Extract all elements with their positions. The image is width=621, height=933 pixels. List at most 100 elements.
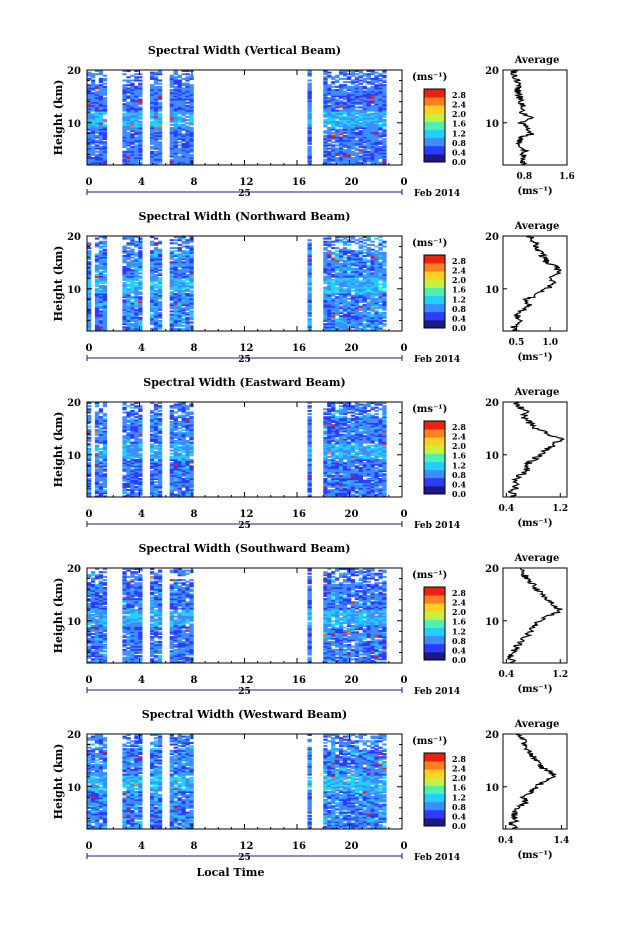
heatmap-cell <box>323 159 327 161</box>
heatmap-cell <box>327 151 331 153</box>
heatmap-cell <box>185 274 189 276</box>
heatmap-cell <box>185 105 189 107</box>
heatmap-cell <box>91 157 95 159</box>
heatmap-cell <box>122 113 126 115</box>
heatmap-cell <box>378 304 382 306</box>
heatmap-cell <box>158 405 162 407</box>
heatmap-cell <box>130 469 134 471</box>
heatmap-cell <box>150 151 154 153</box>
average-frame <box>503 236 567 331</box>
heatmap-cell <box>126 412 130 414</box>
heatmap-cell <box>174 86 178 88</box>
x-tick-label: 4 <box>138 177 145 188</box>
heatmap-cell <box>185 119 189 121</box>
colorbar-band <box>424 97 445 106</box>
heatmap-cell <box>130 418 134 420</box>
heatmap-cell <box>327 241 331 243</box>
heatmap-cell <box>378 242 382 244</box>
heatmap-cell <box>122 103 126 105</box>
heatmap-cell <box>99 416 103 418</box>
heatmap-cell <box>126 148 130 150</box>
heatmap-cell <box>158 241 162 243</box>
heatmap-cell <box>308 413 312 415</box>
heatmap-cell <box>87 247 91 249</box>
heatmap-cell <box>178 141 182 143</box>
heatmap-cell <box>308 318 312 320</box>
heatmap-cell <box>99 461 103 463</box>
heatmap-cell <box>367 247 371 249</box>
heatmap-cell <box>359 156 363 158</box>
heatmap-cell <box>378 247 382 249</box>
heatmap-cell <box>174 239 178 241</box>
heatmap-cell <box>359 257 363 259</box>
heatmap-cell <box>374 250 378 252</box>
heatmap-cell <box>170 453 174 455</box>
heatmap-cell <box>130 442 134 444</box>
heatmap-cell <box>378 162 382 164</box>
heatmap-cell <box>185 83 189 85</box>
heatmap-cell <box>182 73 186 75</box>
heatmap-cell <box>327 75 331 77</box>
heatmap-cell <box>91 113 95 115</box>
colorbar-band <box>424 121 445 129</box>
avg-x-tick-label: 1.0 <box>542 338 558 348</box>
heatmap-cell <box>122 326 126 328</box>
heatmap-cell <box>351 86 355 88</box>
heatmap-cell <box>138 276 142 278</box>
heatmap-cell <box>327 408 331 410</box>
heatmap-cell <box>158 249 162 251</box>
heatmap-cell <box>323 478 327 480</box>
x-tick-label: 0 <box>86 177 93 188</box>
heatmap-cell <box>378 287 382 289</box>
heatmap-cell <box>87 462 91 464</box>
heatmap-cell <box>343 84 347 86</box>
heatmap-cell <box>154 290 158 292</box>
colorbar-tick-label: 0.4 <box>452 313 466 323</box>
heatmap-cell <box>378 132 382 134</box>
heatmap-cell <box>130 301 134 303</box>
heatmap-cell <box>374 238 378 240</box>
heatmap-cell <box>170 462 174 464</box>
heatmap-cell <box>138 76 142 78</box>
heatmap-cell <box>339 110 343 112</box>
heatmap-cell <box>170 239 174 241</box>
heatmap-cell <box>158 320 162 322</box>
heatmap-cell <box>185 76 189 78</box>
heatmap-cell <box>185 412 189 414</box>
avg-x-tick-label: 0.8 <box>516 172 532 182</box>
heatmap-cell <box>367 113 371 115</box>
heatmap-cell <box>355 268 359 270</box>
heatmap-cell <box>351 80 355 82</box>
heatmap-cell <box>170 314 174 316</box>
heatmap-cell <box>335 129 339 131</box>
heatmap-cell <box>374 298 378 300</box>
heatmap-cell <box>374 72 378 74</box>
heatmap-cell <box>150 443 154 445</box>
avg-x-tick-label: 0.5 <box>509 338 525 348</box>
heatmap-cell <box>347 298 351 300</box>
heatmap-cell <box>378 146 382 148</box>
y-tick-label: 10 <box>67 285 81 296</box>
heatmap-cell <box>150 121 154 123</box>
heatmap-cell <box>130 75 134 77</box>
heatmap-cell <box>174 293 178 295</box>
panel-3: Spectral Width (Eastward Beam)2010Height… <box>52 376 568 531</box>
heatmap-cell <box>339 239 343 241</box>
heatmap-cell <box>122 255 126 257</box>
heatmap-cell <box>150 250 154 252</box>
heatmap-cell <box>185 282 189 284</box>
heatmap-cell <box>126 247 130 249</box>
heatmap-cell <box>150 434 154 436</box>
heatmap-cell <box>327 489 331 491</box>
heatmap-cell <box>122 299 126 301</box>
heatmap-cell <box>185 418 189 420</box>
date-label: Feb 2014 <box>414 189 460 199</box>
heatmap-cell <box>130 257 134 259</box>
x-tick-label: 8 <box>191 343 198 354</box>
heatmap-cell <box>150 241 154 243</box>
heatmap-cell <box>355 76 359 78</box>
heatmap-cell <box>158 141 162 143</box>
heatmap-cell <box>182 118 186 120</box>
heatmap-cell <box>343 81 347 83</box>
